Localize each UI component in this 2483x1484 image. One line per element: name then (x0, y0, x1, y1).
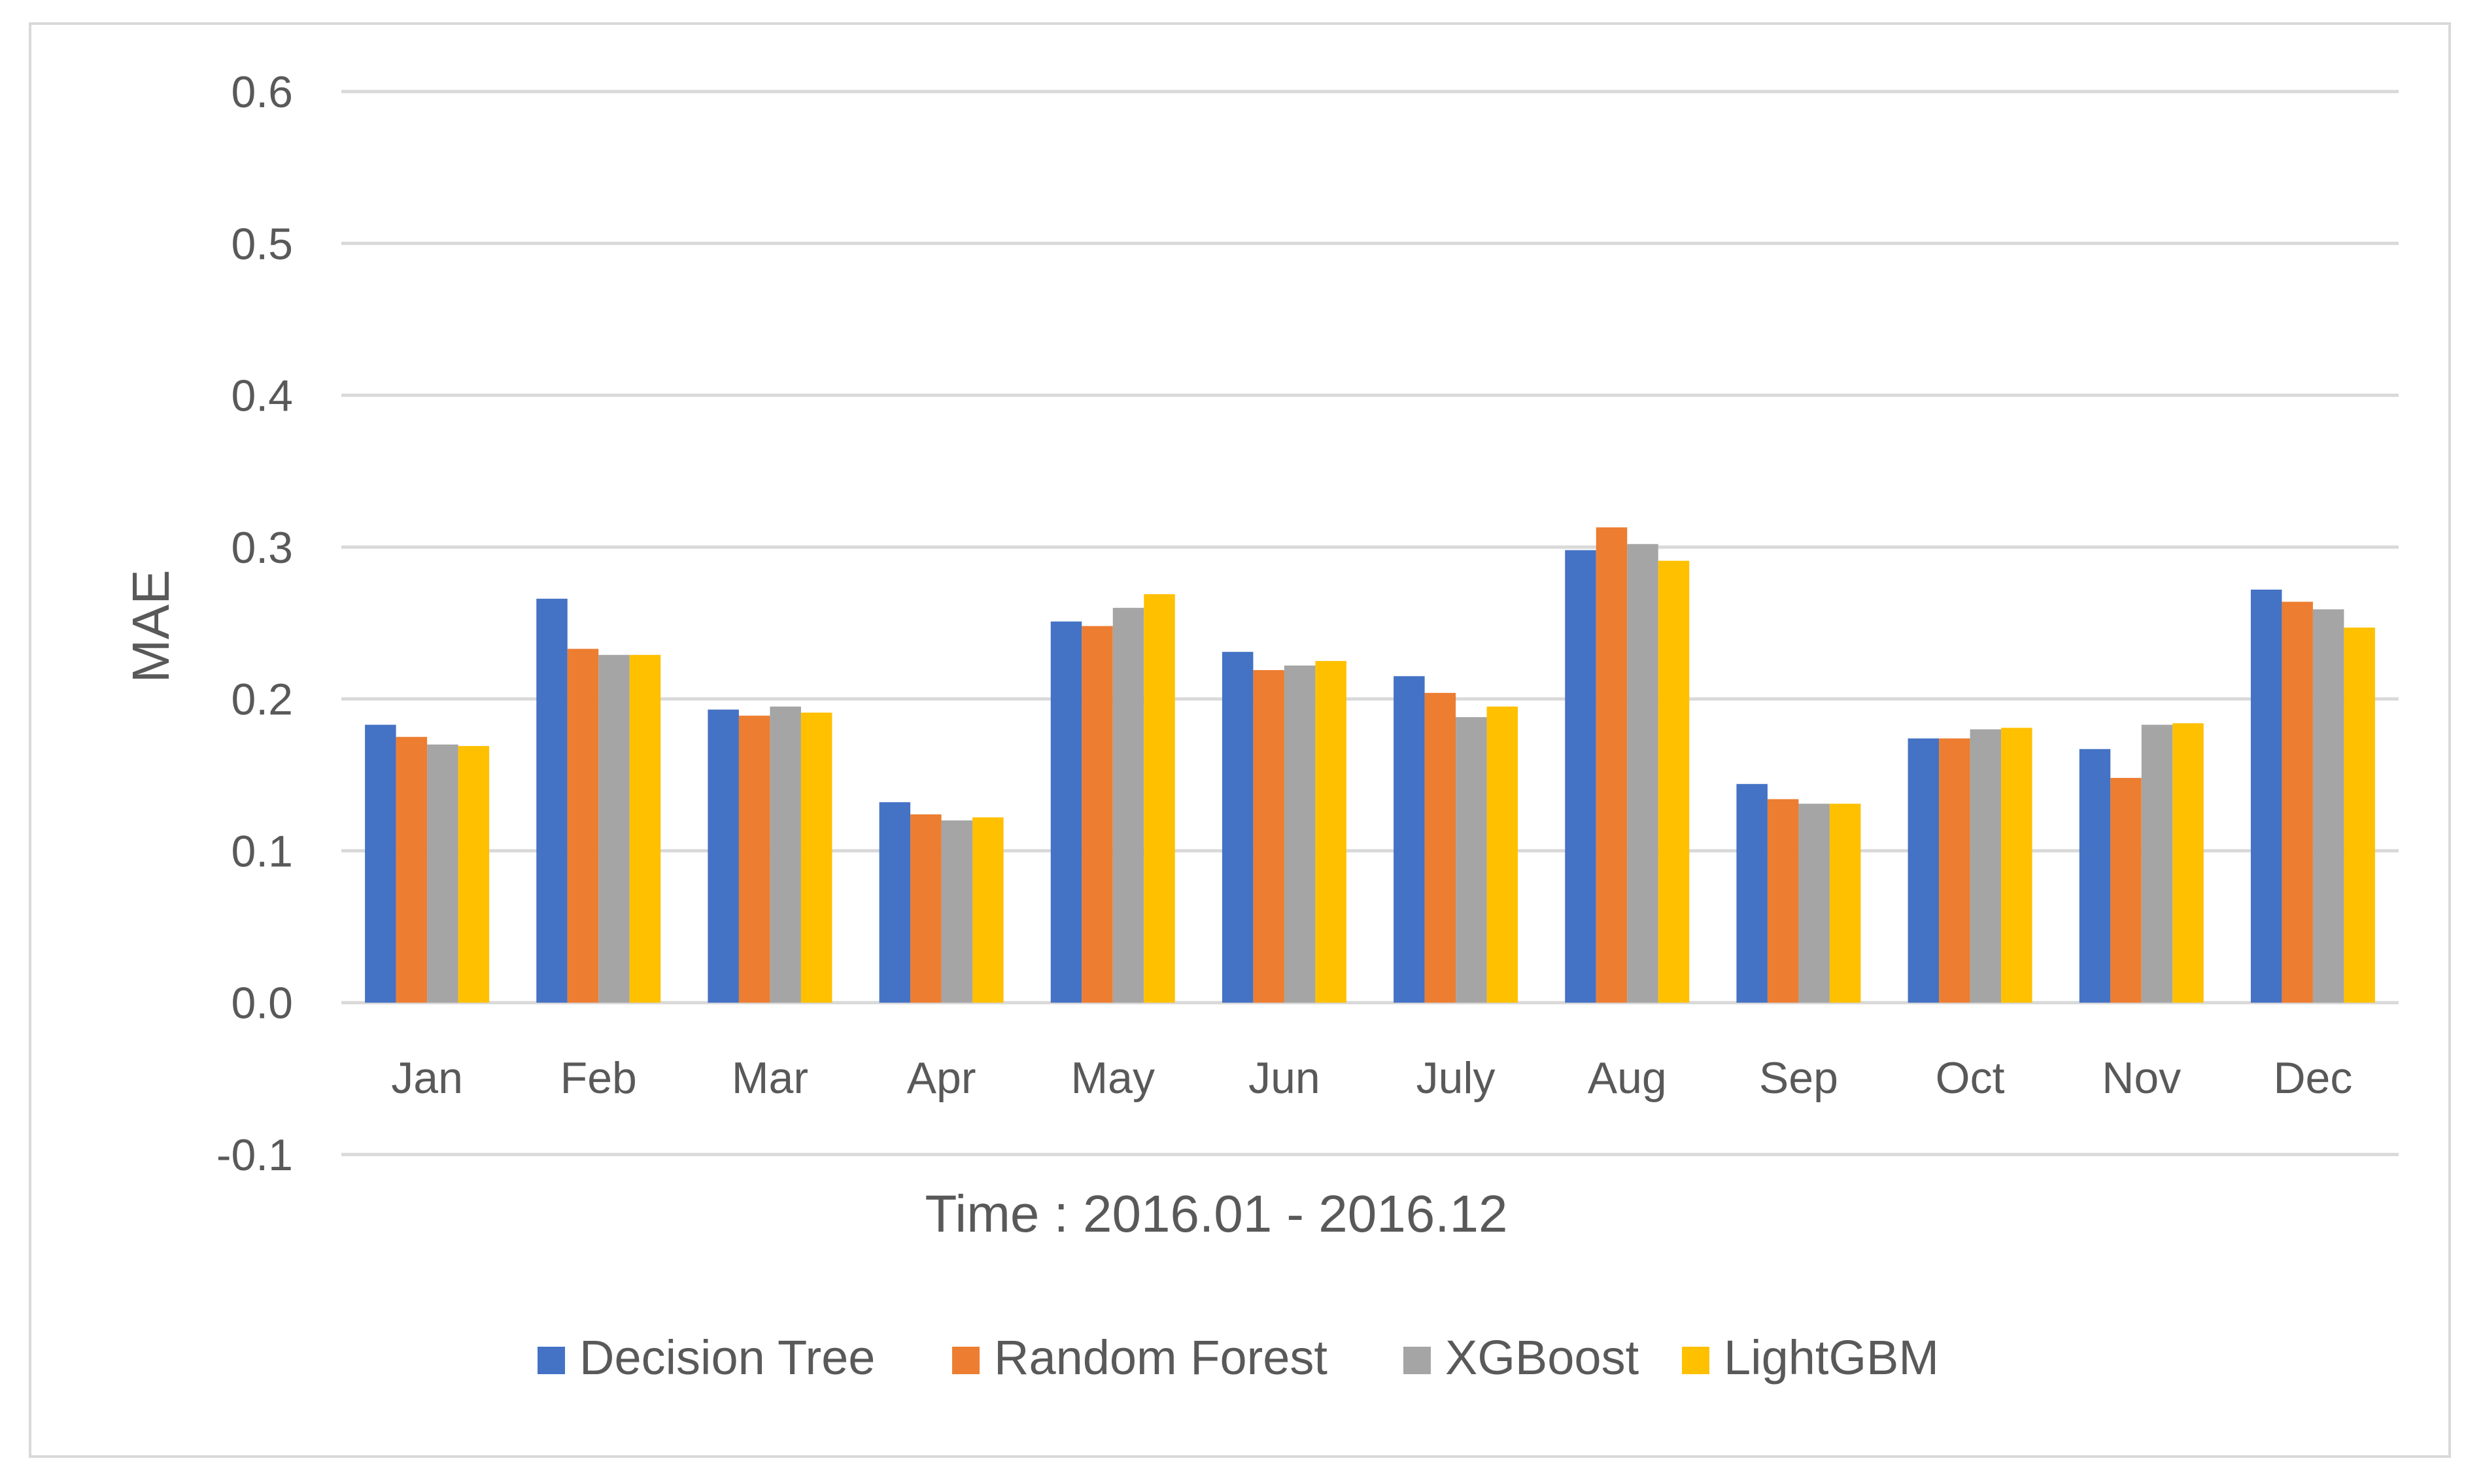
bar-random-forest-july (1424, 692, 1456, 1003)
bar-lightgbm-dec (2344, 627, 2375, 1003)
y-tick-label: 0.6 (231, 67, 293, 117)
bar-lightgbm-jan (458, 746, 490, 1003)
bar-lightgbm-sep (1829, 803, 1861, 1003)
legend: Decision Tree Random Forest XGBoost LightGB… (538, 1330, 1939, 1385)
y-tick-label: 0.2 (231, 675, 293, 724)
legend-item-xgboost: XGBoost (1403, 1330, 1639, 1385)
x-tick-label: Jan (391, 1053, 463, 1103)
bar-decision-tree-apr (879, 802, 911, 1003)
gridlines (341, 90, 2399, 1156)
bar-xgboost-oct (1970, 729, 2002, 1003)
bar-random-forest-may (1082, 626, 1113, 1003)
bar-decision-tree-mar (708, 709, 739, 1003)
bar-random-forest-sep (1767, 799, 1799, 1003)
bar-random-forest-jun (1253, 670, 1284, 1003)
x-tick-labels: Jan Feb Mar Apr May Jun July Aug Sep Oct Nov Dec (391, 1053, 2352, 1103)
legend-label: Random Forest (994, 1330, 1327, 1385)
y-tick-label: 0.1 (231, 826, 293, 876)
bar-lightgbm-apr (972, 817, 1004, 1003)
bar-lightgbm-may (1144, 594, 1175, 1003)
x-tick-label: Aug (1588, 1053, 1667, 1103)
y-axis-title: MAE (122, 569, 180, 683)
y-tick-label: 0.4 (231, 371, 293, 421)
bar-decision-tree-jun (1222, 652, 1254, 1003)
x-tick-label: Mar (732, 1053, 808, 1103)
bar-lightgbm-nov (2172, 723, 2204, 1003)
x-tick-label: Oct (1936, 1053, 2005, 1103)
x-axis-title: Time : 2016.01 - 2016.12 (925, 1185, 1508, 1243)
bar-lightgbm-july (1486, 706, 1518, 1003)
x-tick-label: Sep (1759, 1053, 1838, 1103)
bar-decision-tree-oct (1908, 738, 1940, 1003)
bar-lightgbm-aug (1658, 560, 1690, 1003)
bar-random-forest-oct (1939, 738, 1970, 1003)
y-tick-label: -0.1 (216, 1130, 293, 1180)
bar-random-forest-apr (910, 814, 942, 1003)
y-tick-label: 0.0 (231, 979, 293, 1028)
bar-lightgbm-mar (800, 713, 832, 1003)
bar-decision-tree-jan (365, 724, 396, 1003)
bar-decision-tree-may (1050, 621, 1082, 1003)
bar-random-forest-jan (396, 737, 428, 1003)
bar-decision-tree-july (1394, 676, 1425, 1003)
legend-swatch (1682, 1347, 1709, 1374)
bar-xgboost-nov (2141, 724, 2173, 1003)
bar-xgboost-jan (427, 744, 458, 1003)
legend-swatch (538, 1347, 565, 1374)
bar-decision-tree-feb (536, 598, 568, 1003)
x-tick-label: Jun (1248, 1053, 1320, 1103)
bar-random-forest-aug (1596, 527, 1628, 1003)
x-tick-label: Apr (907, 1053, 976, 1103)
y-tick-label: 0.5 (231, 219, 293, 269)
bar-xgboost-jun (1284, 666, 1316, 1003)
y-tick-label: 0.3 (231, 523, 293, 573)
bar-lightgbm-feb (629, 654, 661, 1003)
x-tick-label: July (1416, 1053, 1496, 1103)
bar-xgboost-mar (770, 706, 801, 1003)
bar-decision-tree-aug (1565, 550, 1596, 1003)
legend-swatch (952, 1347, 980, 1374)
bar-xgboost-july (1456, 717, 1487, 1003)
legend-item-lightgbm: LightGBM (1682, 1330, 1939, 1385)
y-tick-labels: -0.1 0.0 0.1 0.2 0.3 0.4 0.5 0.6 (216, 67, 293, 1180)
bar-random-forest-dec (2282, 601, 2313, 1003)
bar-xgboost-may (1112, 607, 1144, 1003)
bar-random-forest-nov (2110, 777, 2142, 1003)
bar-random-forest-mar (738, 715, 770, 1003)
bar-xgboost-aug (1627, 544, 1658, 1003)
bar-lightgbm-oct (2001, 728, 2032, 1003)
x-tick-label: Nov (2102, 1053, 2181, 1103)
bar-xgboost-apr (941, 820, 973, 1003)
legend-item-decision-tree: Decision Tree (538, 1330, 875, 1385)
bar-random-forest-feb (567, 649, 599, 1003)
x-tick-label: Dec (2273, 1053, 2352, 1103)
bar-xgboost-dec (2312, 609, 2344, 1003)
x-tick-label: Feb (560, 1053, 637, 1103)
bar-lightgbm-jun (1315, 661, 1346, 1003)
legend-swatch (1403, 1347, 1431, 1374)
legend-label: Decision Tree (579, 1330, 875, 1385)
x-tick-label: May (1071, 1053, 1155, 1103)
bar-decision-tree-sep (1736, 784, 1768, 1003)
bars (365, 527, 2375, 1003)
legend-label: XGBoost (1445, 1330, 1639, 1385)
legend-label: LightGBM (1724, 1330, 1939, 1385)
bar-decision-tree-dec (2250, 589, 2282, 1003)
legend-item-random-forest: Random Forest (952, 1330, 1327, 1385)
bar-xgboost-sep (1798, 803, 1830, 1003)
bar-decision-tree-nov (2079, 749, 2111, 1003)
bar-xgboost-feb (598, 654, 630, 1003)
